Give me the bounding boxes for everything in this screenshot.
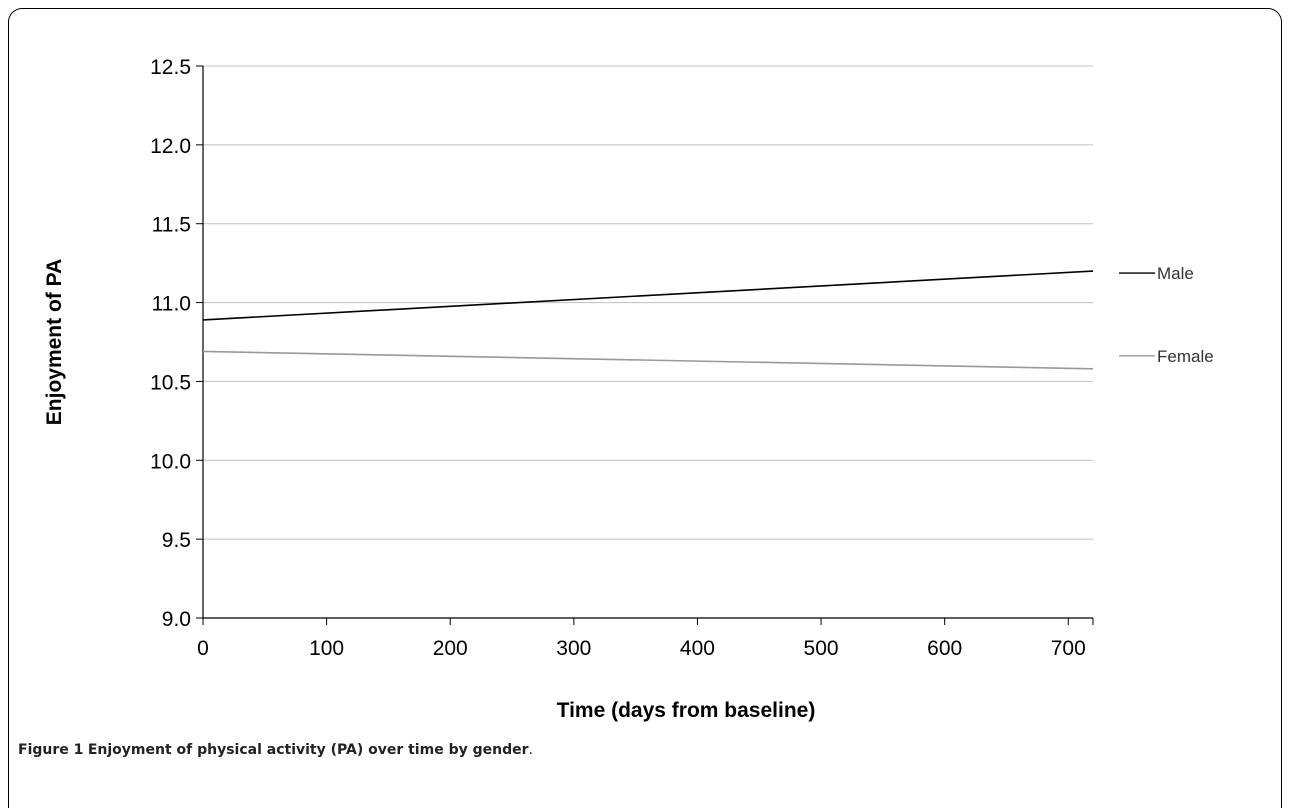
y-axis-label: Enjoyment of PA bbox=[43, 259, 66, 425]
y-tick-label: 9.0 bbox=[162, 608, 191, 631]
y-tick-label: 11.5 bbox=[152, 214, 191, 237]
figure-caption-label: Figure 1 bbox=[18, 742, 84, 758]
figure-caption-text: Enjoyment of physical activity (PA) over… bbox=[87, 742, 529, 758]
series-line-female bbox=[202, 350, 1094, 370]
x-tick-label: 100 bbox=[309, 637, 344, 660]
x-tick-label: 0 bbox=[197, 637, 209, 660]
axes: 9.0 9.5 10.0 10.5 11.0 11.5 12.0 12.5 0 100 200 300… bbox=[150, 56, 1094, 660]
x-tick-label: 700 bbox=[1051, 637, 1086, 660]
figure-frame: 9.0 9.5 10.0 10.5 11.0 11.5 12.0 12.5 0 100 200 300… bbox=[8, 8, 1282, 808]
y-tick-label: 9.5 bbox=[162, 529, 191, 552]
series-line-male bbox=[202, 270, 1094, 321]
y-tick-label: 12.5 bbox=[150, 56, 191, 79]
x-tick-label: 400 bbox=[680, 637, 715, 660]
legend-label-male: Male bbox=[1157, 264, 1194, 283]
y-tick-label: 11.0 bbox=[152, 293, 191, 316]
x-tick-label: 600 bbox=[927, 637, 962, 660]
x-tick-label: 300 bbox=[556, 637, 591, 660]
line-chart: 9.0 9.5 10.0 10.5 11.0 11.5 12.0 12.5 0 100 200 300… bbox=[43, 56, 1214, 722]
x-tick-label: 200 bbox=[433, 637, 468, 660]
legend: Male Female bbox=[1119, 264, 1214, 366]
series-lines bbox=[202, 270, 1094, 370]
y-tick-label: 10.0 bbox=[150, 450, 191, 473]
y-tick-label: 10.5 bbox=[150, 371, 191, 394]
legend-label-female: Female bbox=[1157, 347, 1214, 366]
y-tick-label: 12.0 bbox=[150, 135, 191, 158]
figure-caption: Figure 1 Enjoyment of physical activity … bbox=[18, 742, 533, 758]
figure-caption-end: . bbox=[528, 742, 533, 758]
gridlines bbox=[203, 65, 1093, 540]
x-axis-label: Time (days from baseline) bbox=[557, 699, 816, 722]
x-tick-label: 500 bbox=[804, 637, 839, 660]
